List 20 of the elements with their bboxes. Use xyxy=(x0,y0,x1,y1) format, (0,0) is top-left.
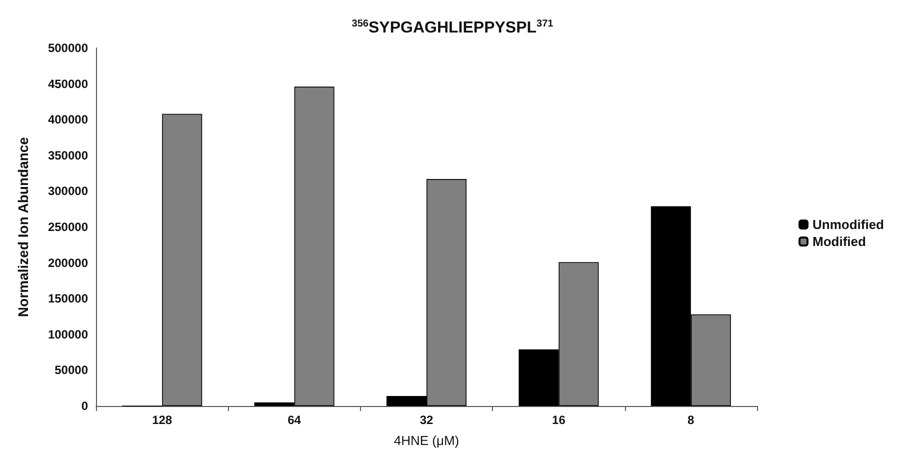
y-tick-label: 350000 xyxy=(48,148,88,162)
x-axis-title: 4HNE (μM) xyxy=(394,433,460,448)
y-tick-label: 100000 xyxy=(48,327,88,342)
legend-label: Modified xyxy=(812,234,866,249)
y-tick-label: 250000 xyxy=(48,220,88,234)
x-tick-label: 8 xyxy=(688,413,695,427)
x-tick-label: 32 xyxy=(420,413,434,427)
y-tick-label: 0 xyxy=(81,399,88,413)
y-tick-label: 400000 xyxy=(48,112,88,127)
x-tick-label: 16 xyxy=(552,413,566,427)
y-tick-label: 50000 xyxy=(54,363,88,378)
y-tick-label: 450000 xyxy=(48,76,88,91)
x-tick-label: 128 xyxy=(152,413,172,427)
y-tick-label: 150000 xyxy=(48,292,88,306)
y-tick-label: 300000 xyxy=(48,184,88,198)
legend-label: Unmodified xyxy=(812,217,884,232)
y-axis-title: Normalized Ion Abundance xyxy=(15,136,31,317)
y-tick-label: 200000 xyxy=(48,256,88,270)
x-tick-label: 64 xyxy=(288,413,302,427)
y-tick-label: 500000 xyxy=(48,41,88,55)
